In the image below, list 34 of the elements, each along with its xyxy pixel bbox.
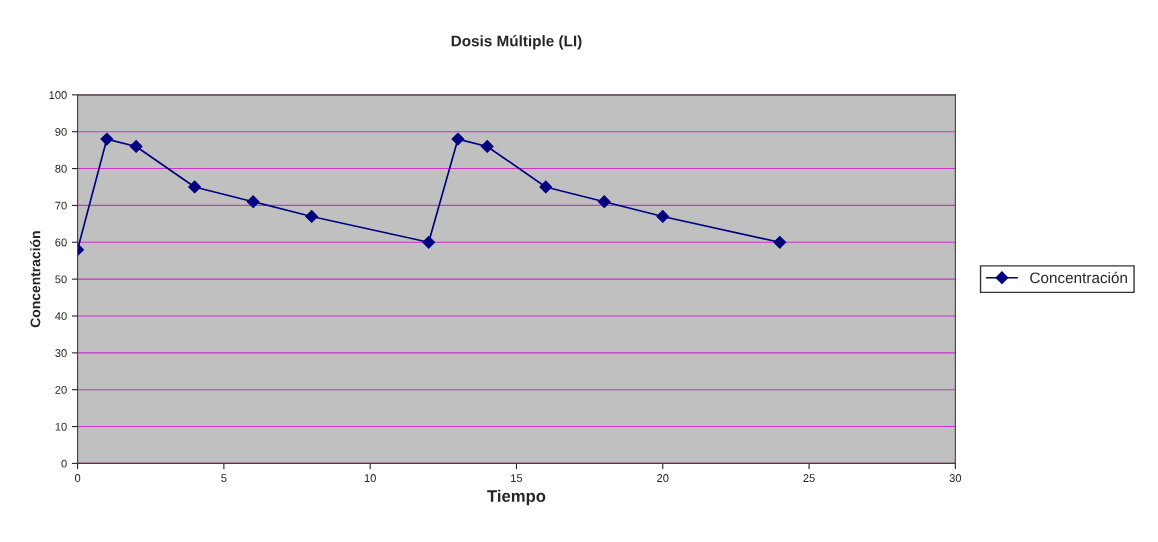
y-tick-label: 30 [55,349,67,357]
y-axis-title: Concentración [30,231,41,328]
point [451,132,465,146]
point [422,235,436,249]
point [188,180,202,194]
x-tick-label: 5 [221,474,227,482]
point [246,195,260,209]
point [539,180,553,194]
y-tick-label: 40 [55,312,67,321]
chart-title: Dosis Múltiple (LI) [451,35,582,50]
point [129,140,143,153]
point [656,210,670,223]
x-tick-label: 30 [949,474,962,482]
x-axis-title: Tiempo [487,489,546,506]
y-tick-label: 80 [55,164,67,173]
x-tick-label: 0 [74,474,81,482]
y-tick-label: 60 [55,238,67,247]
point [305,210,319,223]
y-tick-label: 0 [61,459,67,468]
x-tick-label: 20 [657,474,669,482]
point [100,132,114,146]
point [773,235,787,249]
point [480,140,494,153]
y-tick-label: 90 [55,127,67,136]
y-tick-label: 10 [55,422,67,431]
y-tick-label: 50 [55,275,67,284]
legend-label: Concentración [1030,271,1127,284]
x-tick-label: 15 [511,474,523,482]
point [597,195,611,209]
x-tick-label: 25 [803,474,815,482]
y-tick-label: 100 [49,91,67,99]
x-tick-label: 10 [364,474,376,482]
y-tick-label: 20 [55,385,67,394]
y-tick-label: 70 [55,201,67,210]
